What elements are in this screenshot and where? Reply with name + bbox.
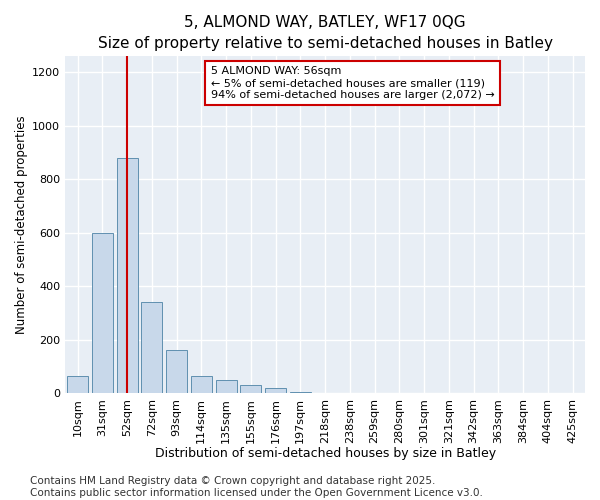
Bar: [116, 158, 137, 393]
Bar: [290, 392, 311, 393]
Bar: [67, 376, 88, 393]
Text: 5 ALMOND WAY: 56sqm
← 5% of semi-detached houses are smaller (119)
94% of semi-d: 5 ALMOND WAY: 56sqm ← 5% of semi-detache…: [211, 66, 494, 100]
Bar: [265, 388, 286, 393]
Bar: [141, 302, 163, 393]
Bar: [240, 385, 262, 393]
Y-axis label: Number of semi-detached properties: Number of semi-detached properties: [15, 116, 28, 334]
Title: 5, ALMOND WAY, BATLEY, WF17 0QG
Size of property relative to semi-detached house: 5, ALMOND WAY, BATLEY, WF17 0QG Size of …: [98, 15, 553, 51]
Bar: [92, 232, 113, 393]
Text: Contains HM Land Registry data © Crown copyright and database right 2025.
Contai: Contains HM Land Registry data © Crown c…: [30, 476, 483, 498]
Bar: [166, 350, 187, 393]
Bar: [191, 376, 212, 393]
X-axis label: Distribution of semi-detached houses by size in Batley: Distribution of semi-detached houses by …: [155, 447, 496, 460]
Bar: [215, 380, 236, 393]
